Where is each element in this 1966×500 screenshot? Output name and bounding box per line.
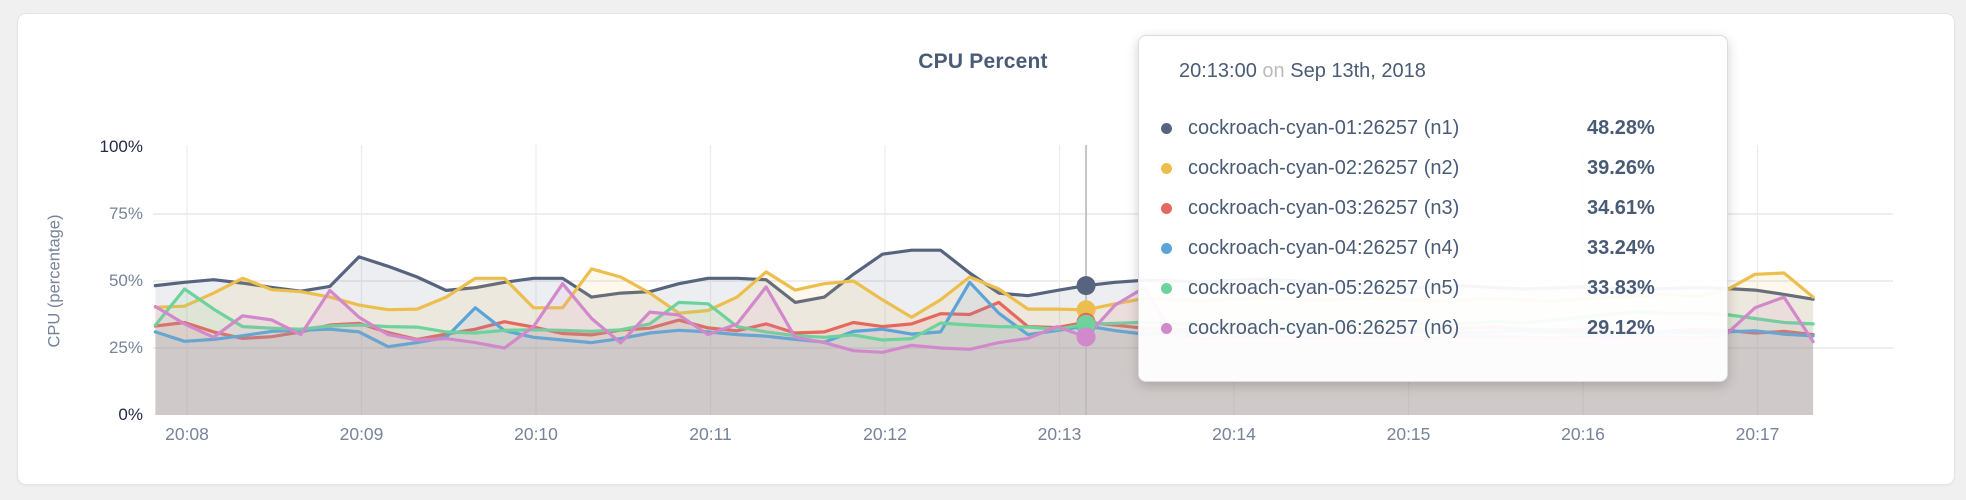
chart-title: CPU Percent [918,50,1048,73]
tooltip-timestamp: 20:13:00 on Sep 13th, 2018 [1179,60,1426,82]
x-tick-label: 20:08 [165,424,209,444]
y-tick-label-50: 50% [108,271,143,290]
series-n4-dot-icon [1161,242,1172,254]
y-tick-label-75: 75% [108,204,143,223]
tooltip-row-n5: cockroach-cyan-05:26257 (n5) 33.83% [1161,268,1717,308]
series-n3-dot-icon [1161,202,1172,214]
series-n1-dot-icon [1161,122,1172,134]
tooltip-row-n4: cockroach-cyan-04:26257 (n4) 33.24% [1161,228,1717,268]
series-n6-dot-icon [1161,322,1172,334]
hover-tooltip: 20:13:00 on Sep 13th, 2018 cockroach-cya… [1138,35,1728,382]
tooltip-row-n3: cockroach-cyan-03:26257 (n3) 34.61% [1161,188,1717,228]
x-tick-label: 20:14 [1212,424,1256,444]
tooltip-row-n2: cockroach-cyan-02:26257 (n2) 39.26% [1161,148,1717,188]
tooltip-row-n1: cockroach-cyan-01:26257 (n1) 48.28% [1161,108,1717,148]
x-tick-label: 20:10 [514,424,558,444]
tooltip-rows: cockroach-cyan-01:26257 (n1) 48.28% cockr… [1161,108,1717,348]
x-tick-label: 20:15 [1386,424,1431,444]
series-n5-dot-icon [1161,282,1172,294]
tooltip-row-n6: cockroach-cyan-06:26257 (n6) 29.12% [1161,308,1717,348]
x-tick-label: 20:12 [863,424,907,444]
y-tick-label-100: 100% [99,137,143,156]
x-tick-label: 20:17 [1735,424,1780,444]
x-tick-label: 20:11 [689,424,732,444]
y-tick-label-25: 25% [108,338,143,357]
x-tick-label: 20:13 [1037,424,1082,444]
x-tick-label: 20:16 [1561,424,1605,444]
series-n2-dot-icon [1161,162,1172,174]
y-tick-label-0: 0% [118,405,143,424]
x-tick-label: 20:09 [339,424,384,444]
